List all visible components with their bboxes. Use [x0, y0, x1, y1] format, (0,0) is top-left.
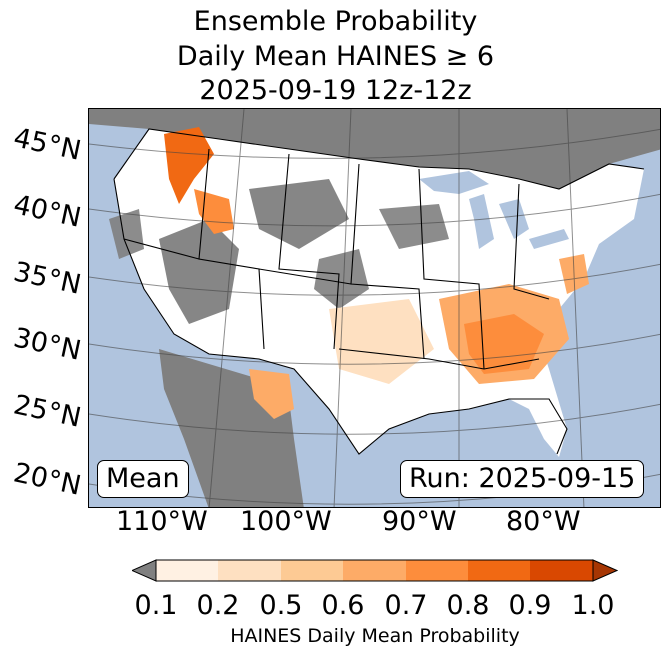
colorbar-bin-0: [156, 560, 218, 581]
colorbar-label: HAINES Daily Mean Probability: [230, 625, 520, 647]
colorbar-outline: [155, 559, 594, 582]
lat-label-35: 35°N: [10, 256, 84, 301]
tick-0-1: 0.1: [134, 590, 178, 621]
tick-0-9: 0.9: [508, 590, 552, 621]
tick-0-8: 0.8: [446, 590, 490, 621]
prob-patch-pacific-nw: [164, 127, 214, 204]
title-line-1: Ensemble Probability: [193, 6, 478, 37]
tick-0-5: 0.5: [259, 590, 303, 621]
tick-1-0: 1.0: [571, 590, 615, 621]
tick-0-7: 0.7: [384, 590, 428, 621]
lon-label-90w: 90°W: [382, 506, 457, 537]
run-label-box: Run: 2025-09-15: [400, 460, 645, 498]
tick-0-6: 0.6: [321, 590, 365, 621]
prob-patch-southwest: [249, 369, 294, 419]
colorbar-bin-6: [530, 560, 593, 581]
lat-label-20: 20°N: [10, 457, 84, 502]
mean-label-box: Mean: [97, 460, 189, 498]
colorbar-bin-5: [468, 560, 530, 581]
lat-label-40: 40°N: [10, 189, 84, 234]
map-panel: [88, 108, 661, 508]
colorbar-bin-4: [406, 560, 468, 581]
colorbar-bin-2: [281, 560, 343, 581]
west-no-data-1: [159, 219, 239, 324]
title-line-2: Daily Mean HAINES ≥ 6: [176, 41, 495, 72]
west-no-data-2: [249, 179, 349, 249]
state-borders: [113, 128, 645, 455]
colorbar-over-arrow: [592, 559, 618, 582]
west-no-data-5: [109, 209, 144, 259]
lon-label-80w: 80°W: [506, 506, 581, 537]
lat-label-30: 30°N: [10, 322, 84, 367]
great-lakes: [419, 171, 569, 249]
colorbar-bin-3: [343, 560, 406, 581]
florida: [509, 399, 567, 457]
colorbar-under-arrow: [132, 559, 157, 582]
west-no-data-4: [379, 204, 449, 249]
map-canvas: [89, 109, 660, 507]
title-line-3: 2025-09-19 12z-12z: [199, 75, 472, 106]
lat-label-45: 45°N: [10, 122, 84, 167]
colorbar-bin-1: [218, 560, 281, 581]
canada-land: [89, 109, 660, 189]
lon-label-110w: 110°W: [116, 506, 208, 537]
lon-label-100w: 100°W: [240, 506, 332, 537]
colorbar: [132, 559, 618, 582]
west-no-data-3: [314, 249, 369, 309]
lat-label-25: 25°N: [10, 389, 84, 434]
tick-0-2: 0.2: [196, 590, 240, 621]
